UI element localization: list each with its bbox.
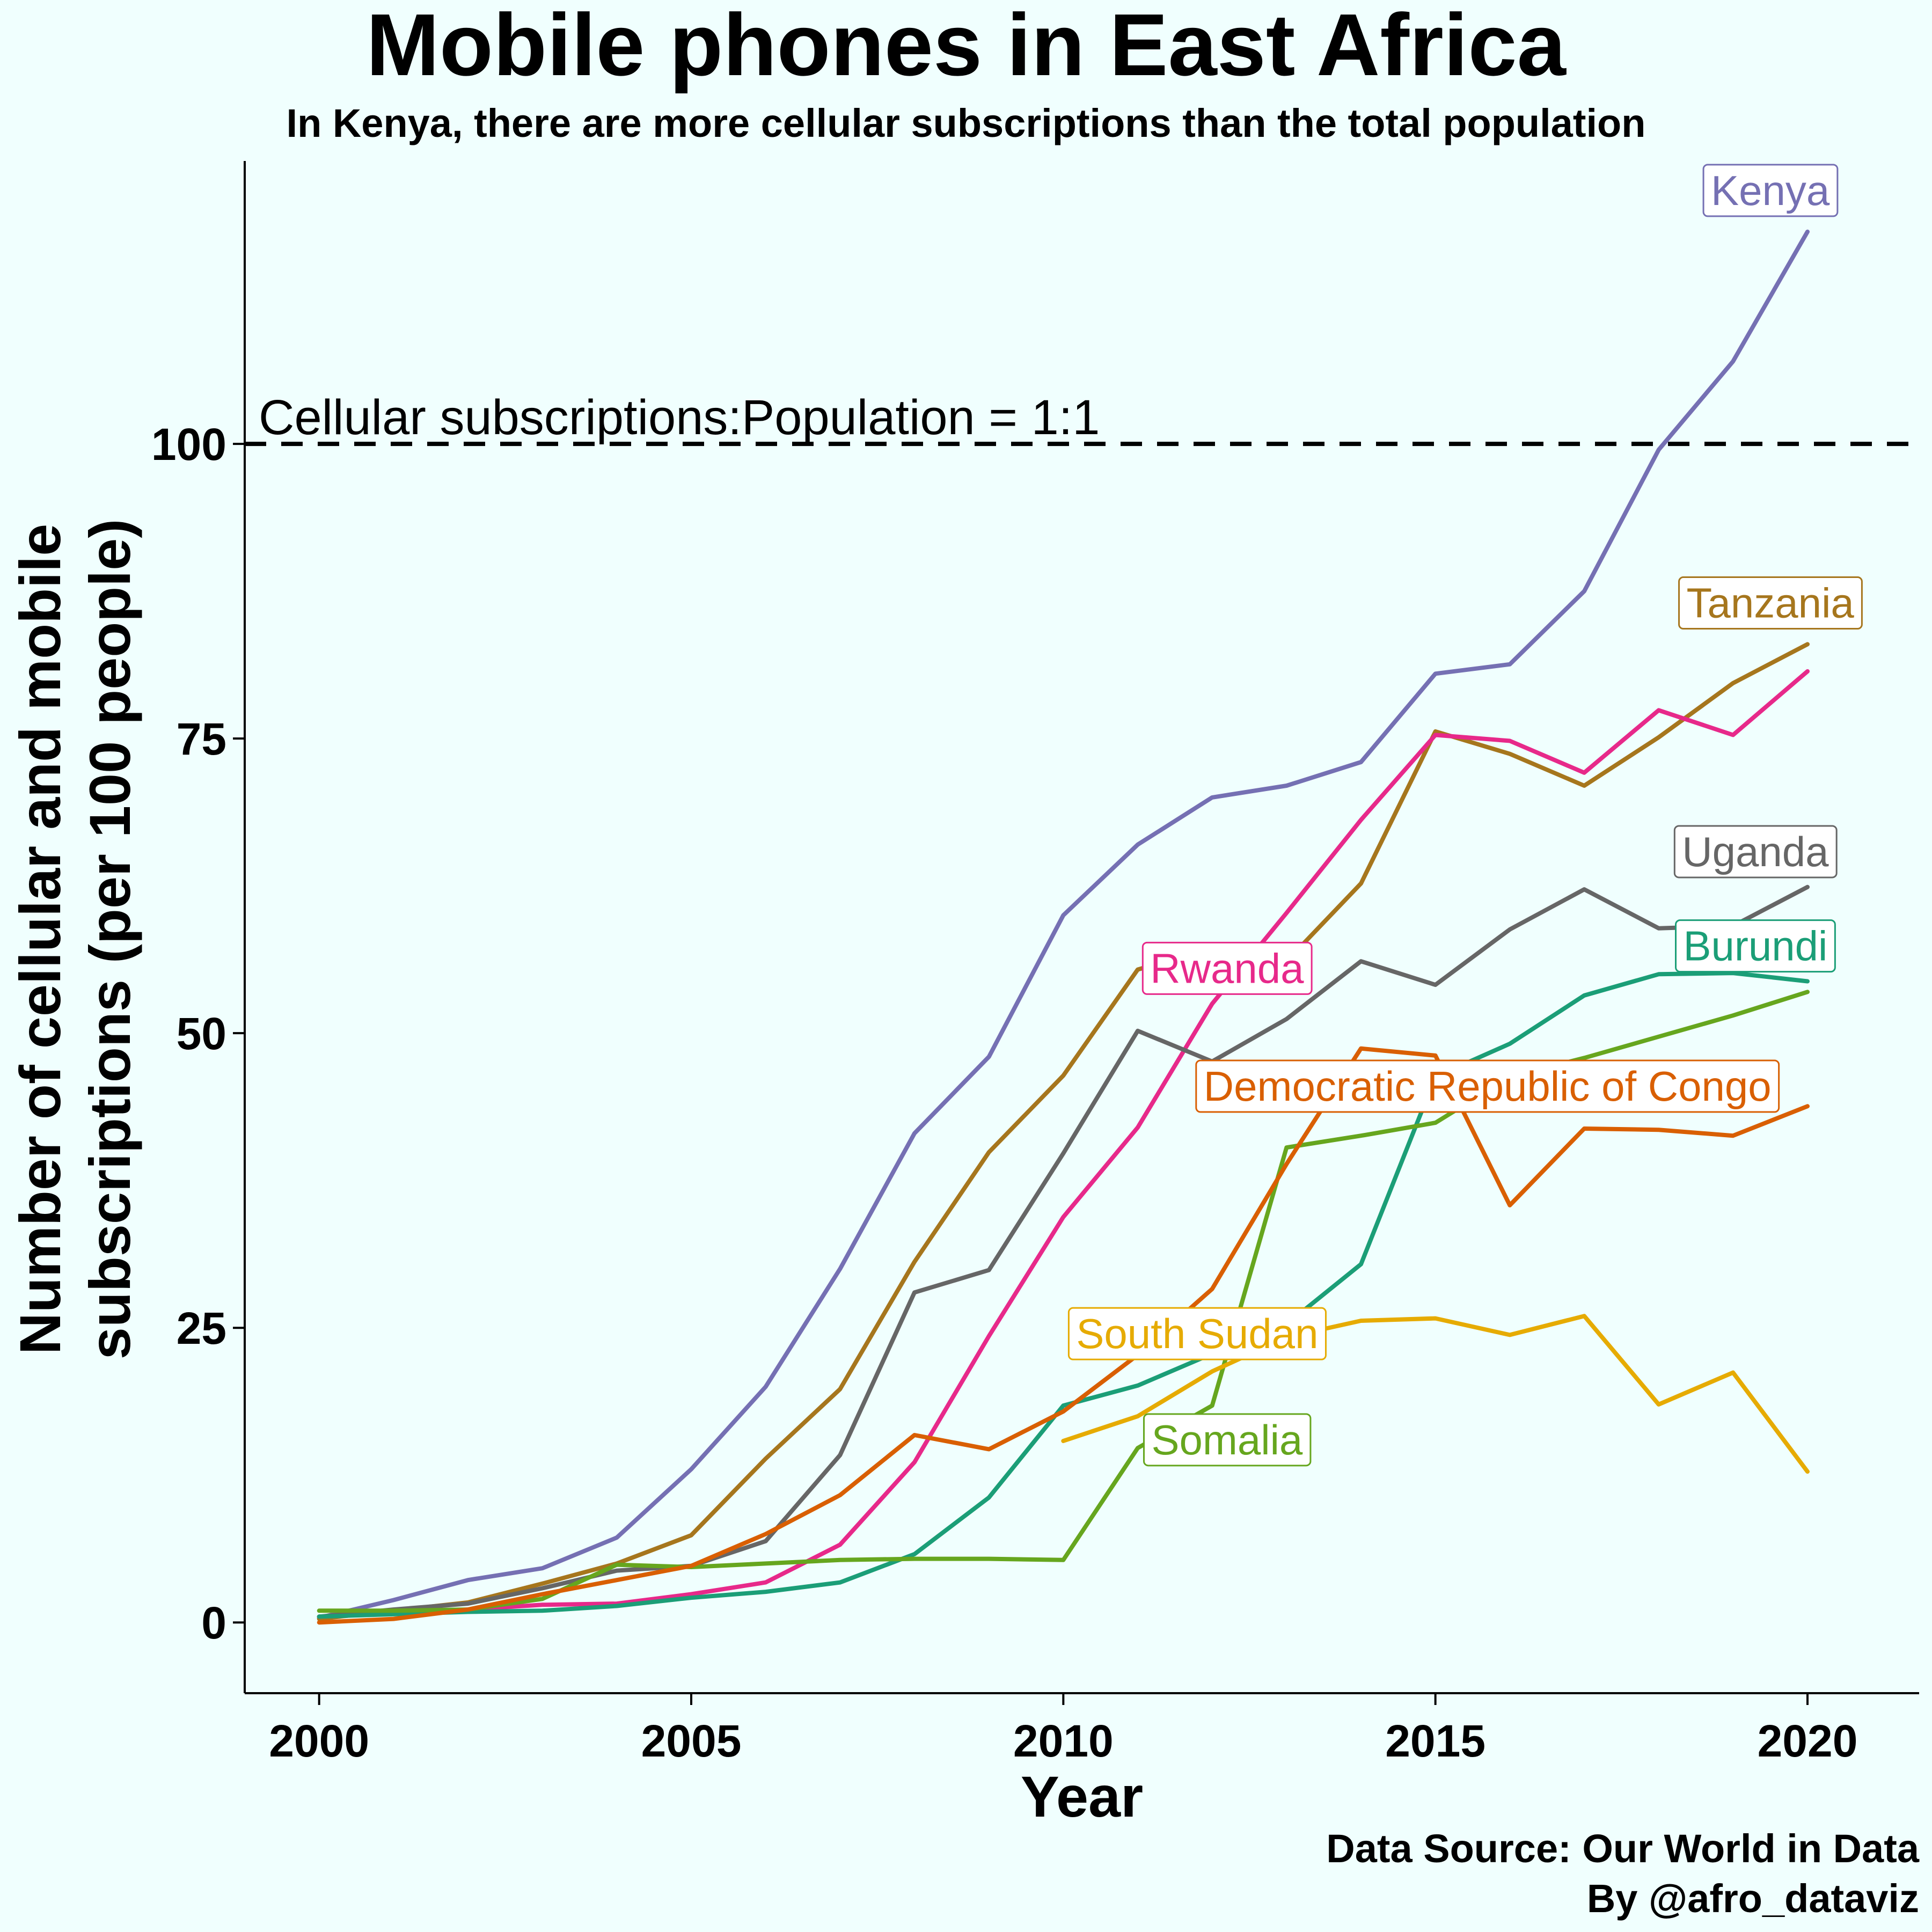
series-label: Burundi [1675, 919, 1836, 973]
series-label: Democratic Republic of Congo [1195, 1059, 1780, 1113]
series-label-text: South Sudan [1076, 1310, 1318, 1357]
caption-source: Data Source: Our World in Data [1326, 1826, 1920, 1871]
x-tick-label: 2010 [1013, 1716, 1114, 1766]
series-line-rwanda [317, 669, 1810, 1619]
series-line-south-sudan [1061, 1314, 1810, 1474]
series-label-text: Tanzania [1687, 580, 1855, 627]
series-label-text: Burundi [1684, 923, 1828, 970]
y-axis-title: Number of cellular and mobile subscripti… [8, 519, 142, 1359]
y-tick-label: 75 [177, 714, 226, 764]
series-label-box [1143, 1413, 1312, 1467]
y-axis-title-line-1: Number of cellular and mobile [8, 524, 72, 1355]
x-tick-label: 2015 [1385, 1716, 1485, 1766]
series-label-box [1673, 825, 1838, 879]
series-label-box [1141, 941, 1313, 995]
series-label-box [1195, 1059, 1780, 1113]
axes [244, 161, 1919, 1694]
chart-title: Mobile phones in East Africa [366, 0, 1567, 94]
series-label: Somalia [1143, 1413, 1312, 1467]
caption-author: By @afro_dataviz [1587, 1876, 1919, 1921]
reference-line-group: Cellular subscriptions:Population = 1:1 [245, 390, 1919, 447]
y-tick-label: 100 [151, 419, 226, 470]
series-label-text: Democratic Republic of Congo [1204, 1063, 1772, 1110]
y-tick-label: 50 [177, 1008, 226, 1059]
series-label-text: Kenya [1711, 167, 1830, 214]
series-label: South Sudan [1067, 1307, 1327, 1360]
y-tick-label: 25 [177, 1303, 226, 1353]
series-line-democratic-republic-of-congo [317, 1046, 1810, 1625]
series-label-box [1067, 1307, 1327, 1360]
y-ticks: 0 25 50 75 100 [151, 419, 245, 1648]
series-line-burundi [317, 971, 1810, 1619]
x-tick-label: 2000 [269, 1716, 369, 1766]
y-tick-label: 0 [201, 1598, 226, 1648]
series-label: Uganda [1673, 825, 1838, 879]
series-label-box [1678, 576, 1863, 630]
x-tick-label: 2020 [1758, 1716, 1858, 1766]
x-ticks: 2000 2005 2010 2015 2020 [269, 1693, 1857, 1766]
chart-subtitle: In Kenya, there are more cellular subscr… [287, 101, 1646, 145]
series-label-box [1702, 164, 1839, 217]
x-axis-title: Year [1021, 1764, 1143, 1829]
reference-line-label: Cellular subscriptions:Population = 1:1 [259, 390, 1100, 445]
series-label-text: Somalia [1151, 1416, 1302, 1463]
series-label: Rwanda [1141, 941, 1313, 995]
series-label: Kenya [1702, 164, 1839, 217]
y-axis-title-line-2: subscriptions (per 100 people) [77, 519, 142, 1359]
series-line-tanzania [317, 642, 1810, 1621]
series-line-kenya [317, 229, 1810, 1620]
series-label-text: Rwanda [1150, 945, 1304, 992]
x-tick-label: 2005 [641, 1716, 742, 1766]
series-label-box [1675, 919, 1836, 973]
series-labels: Kenya Tanzania Rwanda Uganda Burundi Somalia D… [1067, 164, 1863, 1467]
series-line-uganda [317, 884, 1810, 1619]
series-label: Tanzania [1678, 576, 1863, 630]
series-label-text: Uganda [1682, 828, 1829, 875]
